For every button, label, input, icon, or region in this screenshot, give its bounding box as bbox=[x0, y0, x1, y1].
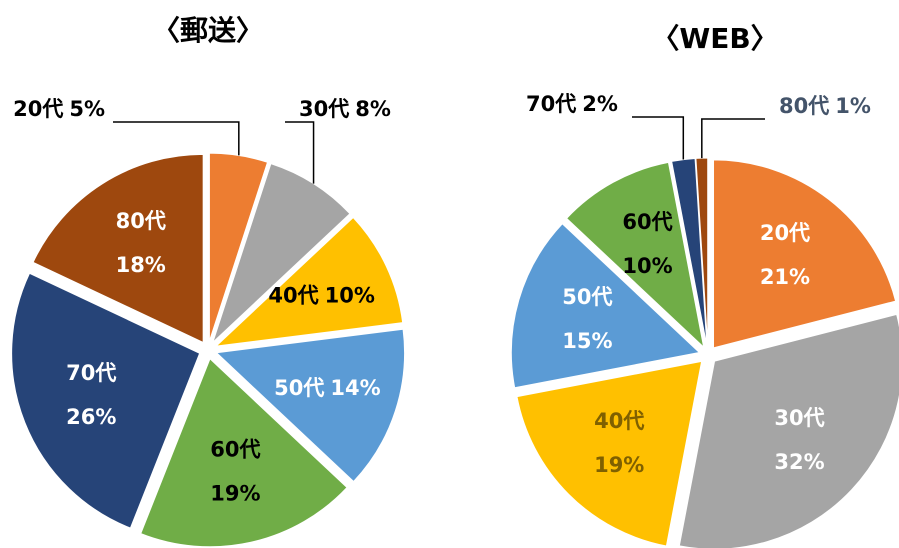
pie-slice bbox=[713, 159, 897, 349]
value-label: 1% bbox=[835, 94, 871, 118]
value-label: 18% bbox=[116, 253, 166, 277]
value-label: 8% bbox=[355, 97, 391, 121]
pie-slice bbox=[516, 360, 703, 547]
category-label: 80代 bbox=[116, 209, 166, 233]
value-label: 26% bbox=[66, 405, 116, 429]
data-label: 20代 5% bbox=[13, 97, 105, 121]
category-label: 50代 bbox=[274, 376, 324, 400]
leader-line bbox=[701, 118, 765, 159]
category-label: 70代 bbox=[526, 92, 576, 116]
pie-slice bbox=[215, 328, 406, 483]
value-label: 10% bbox=[325, 284, 375, 308]
pie-slice bbox=[214, 216, 404, 347]
category-label: 20代 bbox=[13, 97, 63, 121]
data-label: 30代 8% bbox=[299, 97, 391, 121]
leader-line bbox=[632, 116, 685, 160]
value-label: 32% bbox=[774, 450, 824, 474]
data-label: 40代 10% bbox=[268, 284, 375, 308]
category-label: 60代 bbox=[622, 210, 672, 234]
value-label: 5% bbox=[69, 97, 105, 121]
data-label: 50代 14% bbox=[274, 376, 381, 400]
pie-slice bbox=[32, 153, 204, 344]
pie-slice bbox=[510, 223, 701, 389]
data-label: 80代 1% bbox=[779, 94, 871, 118]
value-label: 14% bbox=[330, 376, 380, 400]
category-label: 40代 bbox=[268, 284, 318, 308]
category-label: 70代 bbox=[66, 361, 116, 385]
pie-slice bbox=[208, 152, 269, 342]
data-label: 70代 2% bbox=[526, 92, 618, 116]
pie-slice bbox=[671, 157, 708, 347]
leader-line bbox=[113, 121, 240, 156]
pie-slice bbox=[11, 272, 201, 529]
category-label: 80代 bbox=[779, 94, 829, 118]
value-label: 10% bbox=[622, 254, 672, 278]
value-label: 15% bbox=[562, 329, 612, 353]
value-label: 2% bbox=[582, 92, 618, 116]
category-label: 30代 bbox=[774, 406, 824, 430]
chart-title: 〈郵送〉 bbox=[152, 14, 264, 47]
value-label: 19% bbox=[594, 453, 644, 477]
pie-slice bbox=[565, 161, 705, 349]
pie-slice bbox=[212, 162, 351, 343]
category-label: 30代 bbox=[299, 97, 349, 121]
pie-slice bbox=[678, 313, 899, 548]
category-label: 50代 bbox=[562, 285, 612, 309]
category-label: 20代 bbox=[760, 221, 810, 245]
value-label: 19% bbox=[210, 482, 260, 506]
value-label: 21% bbox=[760, 265, 810, 289]
chart-title: 〈WEB〉 bbox=[651, 22, 778, 55]
leader-line bbox=[285, 121, 315, 184]
pie-slice bbox=[140, 357, 348, 548]
category-label: 60代 bbox=[210, 438, 260, 462]
category-label: 40代 bbox=[594, 409, 644, 433]
